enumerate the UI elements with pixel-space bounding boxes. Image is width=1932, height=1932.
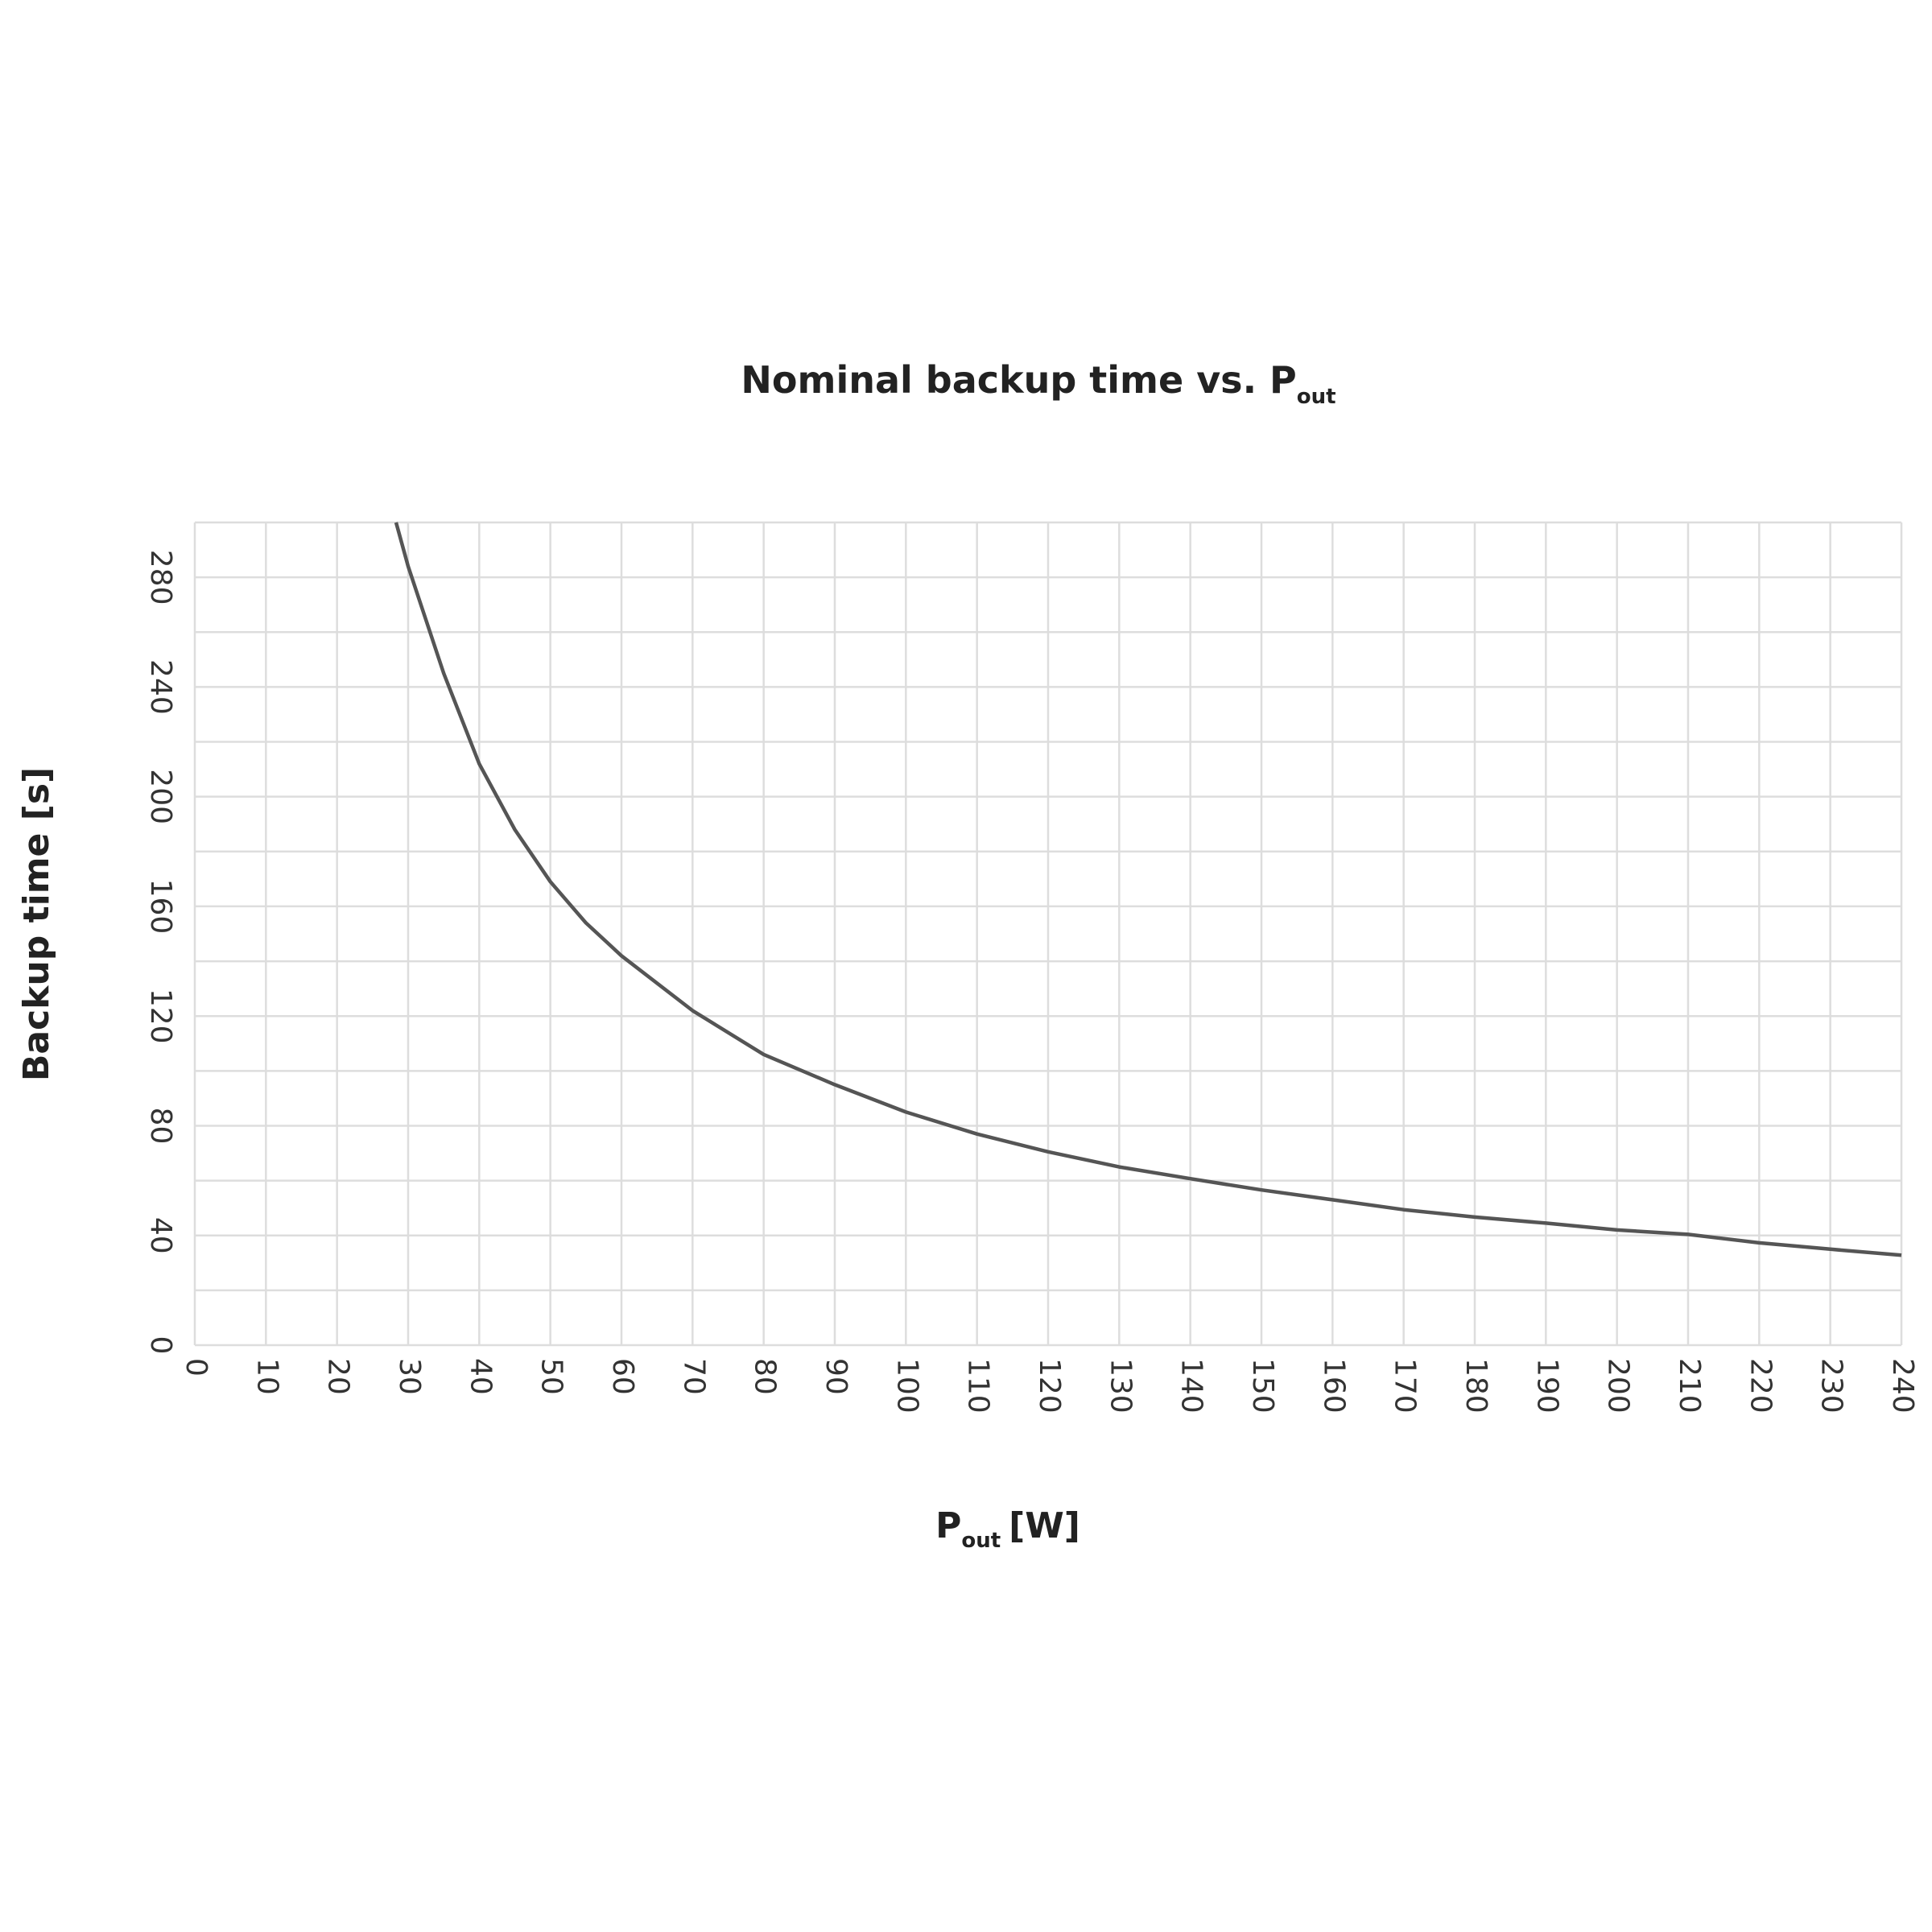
title-subscript: out [1297, 385, 1336, 409]
y-axis-label: Backup time [s] [16, 767, 57, 1081]
y-tick-label: 280 [144, 550, 177, 605]
x-label-text: P [935, 1505, 961, 1546]
chart-title: Nominal backup time vs. Pout [741, 358, 1335, 409]
x-tick-label: 160 [1317, 1358, 1350, 1414]
y-tick-label: 80 [144, 1108, 177, 1145]
x-tick-label: 140 [1175, 1358, 1208, 1414]
x-tick-label: 190 [1530, 1358, 1563, 1414]
data-line [394, 522, 1902, 1257]
x-tick-label: 100 [890, 1358, 923, 1414]
x-tick-label: 110 [962, 1358, 995, 1414]
x-tick-label: 10 [250, 1358, 283, 1395]
y-tick-label: 200 [144, 769, 177, 824]
x-tick-label: 40 [464, 1358, 497, 1395]
x-label-subscript: out [961, 1529, 1001, 1553]
x-tick-label: 220 [1744, 1358, 1777, 1414]
x-tick-label: 130 [1104, 1358, 1137, 1414]
y-tick-label: 160 [144, 879, 177, 935]
title-text: Nominal backup time vs. P [741, 358, 1296, 402]
x-tick-label: 70 [677, 1358, 710, 1395]
y-tick-label: 120 [144, 989, 177, 1044]
x-tick-label: 60 [606, 1358, 639, 1395]
x-tick-label: 80 [749, 1358, 782, 1395]
x-tick-label: 50 [535, 1358, 568, 1395]
x-tick-label: 240 [1886, 1358, 1919, 1414]
y-tick-label: 240 [144, 659, 177, 715]
y-tick-label: 40 [144, 1217, 177, 1254]
x-tick-label: 210 [1673, 1358, 1706, 1414]
x-tick-label: 150 [1246, 1358, 1279, 1414]
x-tick-label: 180 [1459, 1358, 1492, 1414]
y-tick-label: 0 [144, 1336, 177, 1355]
x-tick-label: 0 [180, 1358, 213, 1377]
x-axis-label: Pout [W] [935, 1505, 1080, 1553]
x-tick-label: 20 [322, 1358, 355, 1395]
x-label-suffix: [W] [1009, 1505, 1080, 1546]
x-tick-label: 30 [393, 1358, 426, 1395]
x-tick-label: 120 [1033, 1358, 1066, 1414]
x-tick-label: 230 [1815, 1358, 1848, 1414]
x-tick-label: 200 [1602, 1358, 1635, 1414]
x-tick-label: 90 [819, 1358, 852, 1395]
x-tick-label: 170 [1389, 1358, 1422, 1414]
